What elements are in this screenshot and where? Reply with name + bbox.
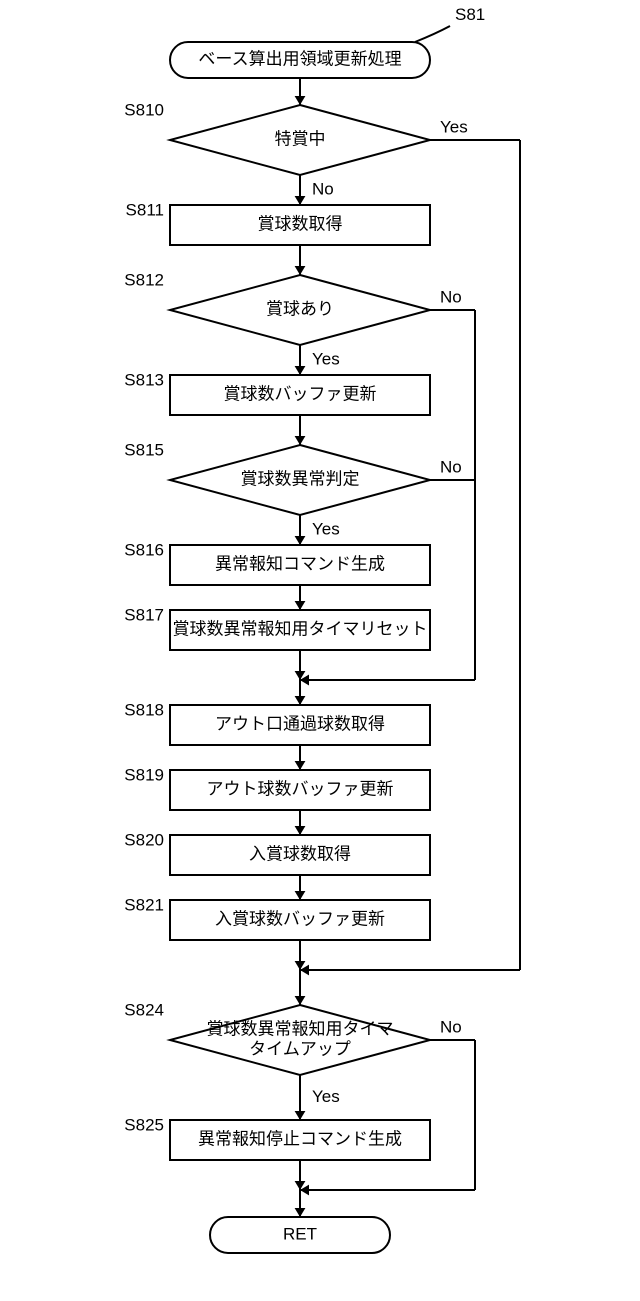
node-text-p811: 賞球数取得 — [258, 214, 343, 233]
step-label: S825 — [124, 1115, 164, 1134]
node-text-p818: アウト口通過球数取得 — [215, 714, 385, 733]
step-title: S81 — [455, 5, 485, 24]
step-label: S824 — [124, 1000, 164, 1019]
node-text-p816: 異常報知コマンド生成 — [215, 554, 385, 573]
step-label: S817 — [124, 605, 164, 624]
node-text-p817: 賞球数異常報知用タイマリセット — [173, 619, 428, 638]
step-label: S811 — [126, 200, 164, 219]
node-text-d810: 特賞中 — [275, 129, 326, 148]
edge-label: Yes — [312, 349, 340, 368]
edge-label: No — [312, 179, 334, 198]
step-label: S815 — [124, 440, 164, 459]
edge-label: Yes — [312, 1087, 340, 1106]
node-text-p821: 入賞球数バッファ更新 — [215, 909, 385, 928]
step-label: S812 — [124, 270, 164, 289]
node-text-p820: 入賞球数取得 — [249, 844, 351, 863]
edge-label: No — [440, 287, 462, 306]
node-text-start: ベース算出用領域更新処理 — [198, 49, 401, 68]
node-text-p813: 賞球数バッファ更新 — [224, 384, 377, 403]
node-text-ret: RET — [283, 1224, 317, 1243]
step-label: S813 — [124, 370, 164, 389]
edge-label: Yes — [312, 519, 340, 538]
edge-label: No — [440, 1017, 462, 1036]
edge-label: Yes — [440, 117, 468, 136]
step-label: S819 — [124, 765, 164, 784]
step-label: S821 — [124, 895, 164, 914]
step-label: S810 — [124, 100, 164, 119]
node-text-d824: タイムアップ — [249, 1039, 351, 1058]
node-text-d815: 賞球数異常判定 — [241, 469, 360, 488]
edge-label: No — [440, 457, 462, 476]
node-text-p819: アウト球数バッファ更新 — [207, 779, 394, 798]
node-text-d812: 賞球あり — [266, 299, 334, 318]
node-text-d824: 賞球数異常報知用タイマ — [207, 1020, 394, 1039]
step-label: S818 — [124, 700, 164, 719]
node-text-p825: 異常報知停止コマンド生成 — [198, 1129, 402, 1148]
step-label: S820 — [124, 830, 164, 849]
step-label: S816 — [124, 540, 164, 559]
